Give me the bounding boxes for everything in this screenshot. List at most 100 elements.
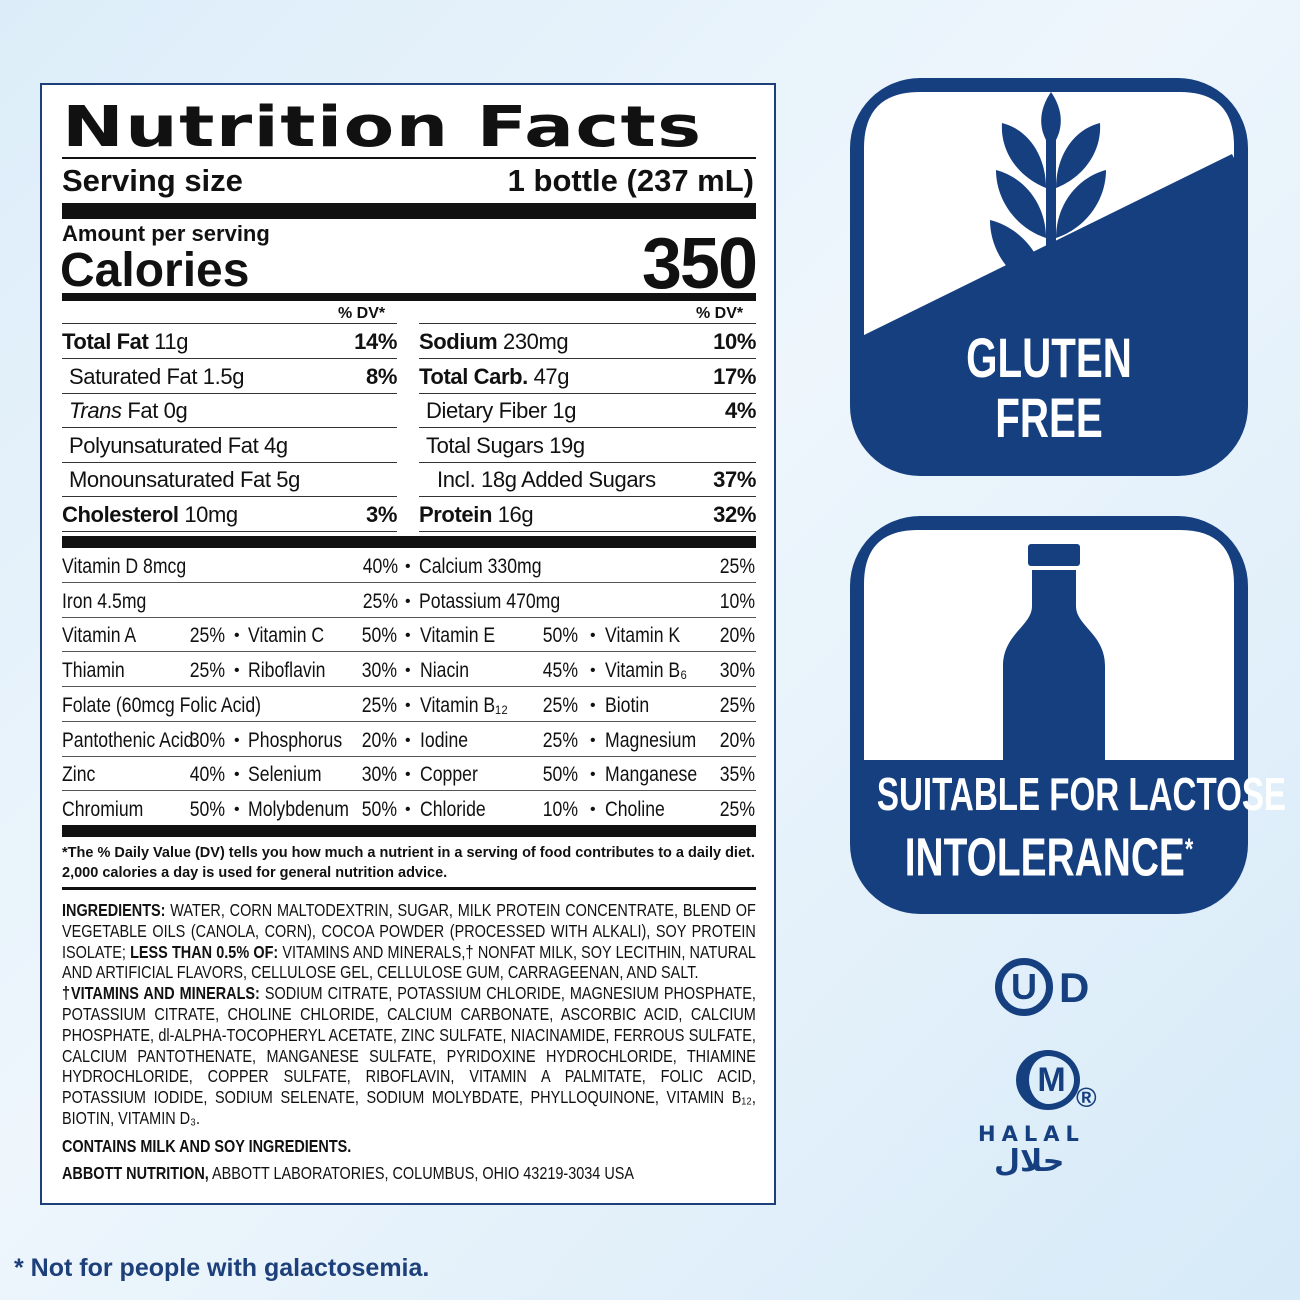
nutrient-row: Total Sugars 19g [419,429,756,463]
vitamin-name-text: Vitamin D 8mcg [62,555,187,578]
nutrient-label: Polyunsaturated Fat 4g [69,432,288,458]
wheat-icon [990,92,1112,318]
bullet-separator: • [405,732,411,749]
nutrient-label: Saturated Fat 1.5g [69,363,245,389]
vitamin-name-text: Calcium 330mg [419,555,542,578]
footer-note: * Not for people with galactosemia. [14,1254,430,1282]
vitamin-dv-text: 25% [362,590,398,613]
vitamin-dv-text: 30% [361,763,397,786]
vitamin-dv-text: 30% [361,659,397,682]
nutrient-row: Protein 16g 32% [419,498,756,532]
vitamin-dv: 30% [355,659,397,683]
nutrient-row: Saturated Fat 1.5g 8% [62,360,397,394]
vitamin-name: Iron 4.5mg [62,590,162,614]
bullet-separator: • [405,801,411,818]
vitamin-dv-text: 25% [361,694,397,717]
bullet-separator: • [234,801,240,818]
daily-value-percent: 4% [725,398,756,424]
manufacturer-name: ABBOTT NUTRITION, [62,1162,209,1183]
bullet-separator: • [234,732,240,749]
dv-footnote: *The % Daily Value (DV) tells you how mu… [62,845,755,881]
vitamin-name-text: Biotin [605,694,650,717]
vitamin-name: Pantothenic Acid [62,729,218,753]
vitamin-name: Riboflavin [248,659,340,683]
vitamin-name: Vitamin C [248,624,339,648]
nutrient-label: Monounsaturated Fat 5g [69,467,300,493]
lactose-line1: SUITABLE FOR LACTOSE [876,768,1287,820]
vitamin-name-text: Vitamin K [605,624,681,647]
vitamin-name-text: Molybdenum [248,798,349,821]
nutrient-amount: 47g [527,363,570,389]
vitamin-name: Phosphorus [248,729,360,753]
vitamin-name-text: Chromium [62,798,144,821]
vitamin-dv: 50% [183,798,225,822]
vitamin-name-text: Iron 4.5mg [62,590,147,613]
vitamin-dv: 10% [536,798,578,822]
nutrient-row: Cholesterol 10mg 3% [62,498,397,532]
vitamin-dv-text: 40% [189,763,225,786]
nutrient-row: Total Carb. 47g 17% [419,360,756,394]
vitamin-name: Biotin [605,694,658,718]
bullet-separator: • [405,662,411,679]
lactose-asterisk: * [1184,833,1194,866]
vitamin-name-text: Zinc [62,763,96,786]
vitamin-dv-text: 25% [189,659,225,682]
vitamin-name: Vitamin D 8mcg [62,555,210,579]
vitamin-name-text: Copper [420,763,478,786]
nutrient-row: Total Fat 11g 14% [62,325,397,359]
bottle-icon [1003,544,1105,760]
vitamin-dv: 20% [713,624,755,648]
dv-header-right: % DV* [696,305,744,322]
vitamin-name-text: Thiamin [62,659,125,682]
nutrient-row: Incl. 18g Added Sugars 37% [419,463,756,498]
thick-divider [62,293,756,301]
vitamin-name: Niacin [420,659,478,683]
vitamin-dv: 30% [713,659,755,683]
gluten-free-line2: FREE [995,386,1103,449]
vitamin-name: Potassium 470mg [419,590,587,614]
halal-m-icon: M [1016,1050,1080,1110]
vitamin-name: Magnesium [605,729,714,753]
vitamin-row-divider [62,721,756,722]
bullet-separator: • [590,697,596,714]
calories-value: 350 [641,224,758,304]
vitamin-dv-text: 50% [542,763,578,786]
vitamin-name-text: Phosphorus [248,729,343,752]
vitamin-name: Folate (60mcg Folic Acid) [62,694,299,718]
nutrient-label: Dietary Fiber 1g [426,398,577,424]
vitamin-dv: 20% [355,729,397,753]
bullet-separator: • [405,697,411,714]
vitamin-dv: 40% [183,763,225,787]
bullet-separator: • [405,593,411,610]
vitamin-name-text: Magnesium [605,729,697,752]
vitamin-name: Manganese [605,763,715,787]
thick-divider [62,825,756,837]
nutrient-name: Total Carb. [419,363,528,389]
nutrient-label: Trans [69,398,122,424]
vitamin-name: Selenium [248,763,336,787]
nutrient-row: Trans Fat 0g [62,394,397,429]
gluten-free-line1: GLUTEN [966,326,1132,389]
nutrient-label: Incl. 18g Added Sugars [437,467,656,493]
divider [62,887,756,890]
vitamin-dv: 40% [356,555,398,579]
nutrient-label: Total Sugars 19g [426,432,585,458]
vitamin-name-text: Vitamin C [248,624,325,647]
halal-arabic-text: حلال [994,1144,1065,1179]
vitamin-dv: 30% [355,763,397,787]
vitamin-name: Choline [605,798,676,822]
halal-symbol: M ® HALAL حلال [976,1050,1126,1180]
vitamin-name-text: Vitamin E [420,624,496,647]
daily-value-percent: 8% [366,363,397,389]
vitamin-dv: 25% [713,694,755,718]
vitamin-dv: 25% [183,659,225,683]
dv-header-left: % DV* [338,305,386,322]
nutrient-name: Protein [419,502,492,527]
vitamin-row-divider [62,582,756,583]
vitamin-dv-text: 25% [542,694,578,717]
gluten-free-badge: GLUTEN FREE [850,78,1248,476]
nutrient-amount: 10mg [178,502,238,527]
vitamin-dv-text: 45% [542,659,578,682]
serving-size-label: Serving size [62,163,243,198]
amount-per-serving: Amount per serving [62,221,270,246]
